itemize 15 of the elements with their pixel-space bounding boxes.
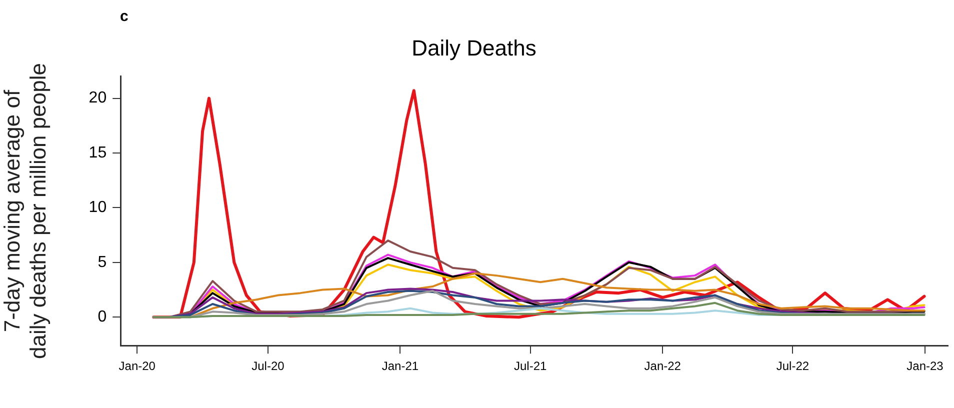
y-tick-label: 20 [88, 90, 107, 107]
x-tick-label: Jul-22 [776, 359, 810, 374]
y-axis-title: 7-day moving average of daily deaths per million people [0, 63, 51, 359]
y-tick-label: 10 [88, 199, 107, 216]
x-tick-label: Jul-20 [252, 359, 285, 374]
x-tick-label: Jul-21 [514, 359, 548, 374]
chart-title: Daily Deaths [412, 35, 536, 60]
y-tick-label: 15 [88, 144, 107, 162]
y-tick-label: 0 [98, 308, 107, 326]
x-tick-label: Jan-22 [644, 359, 682, 374]
y-tick-label: 5 [98, 254, 107, 271]
x-tick-label: Jan-21 [382, 359, 419, 374]
text: c [120, 8, 128, 25]
x-tick-label: Jan-20 [118, 359, 156, 374]
x-tick-label: Jan-23 [906, 359, 944, 374]
